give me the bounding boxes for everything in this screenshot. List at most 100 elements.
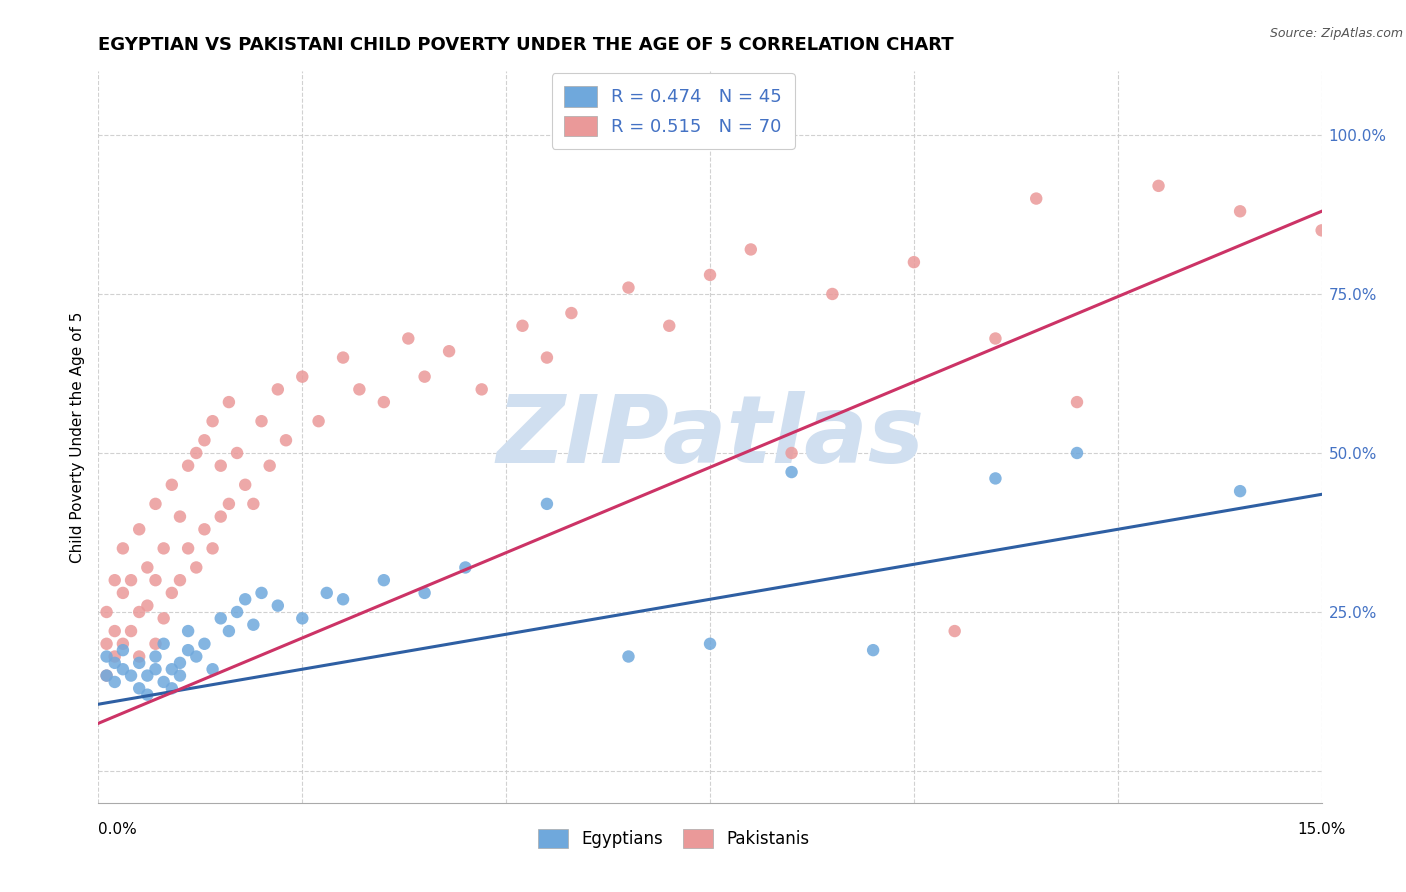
Point bbox=[821, 287, 844, 301]
Point bbox=[1066, 446, 1088, 460]
Point bbox=[658, 318, 681, 333]
Point bbox=[152, 541, 174, 556]
Point bbox=[152, 611, 174, 625]
Point bbox=[136, 668, 159, 682]
Point bbox=[218, 497, 240, 511]
Point bbox=[250, 414, 273, 428]
Point bbox=[145, 662, 167, 676]
Point bbox=[780, 465, 803, 479]
Point bbox=[96, 668, 118, 682]
Point bbox=[218, 395, 240, 409]
Point bbox=[145, 573, 167, 587]
Point bbox=[111, 541, 134, 556]
Point bbox=[128, 681, 150, 696]
Point bbox=[250, 586, 273, 600]
Point bbox=[128, 605, 150, 619]
Point bbox=[984, 331, 1007, 345]
Point bbox=[160, 477, 183, 491]
Point bbox=[332, 592, 354, 607]
Point bbox=[349, 383, 371, 397]
Point bbox=[291, 611, 314, 625]
Point bbox=[120, 624, 142, 638]
Point bbox=[186, 560, 208, 574]
Point bbox=[160, 586, 183, 600]
Point bbox=[145, 497, 167, 511]
Point bbox=[186, 446, 208, 460]
Point bbox=[209, 509, 232, 524]
Point bbox=[267, 599, 290, 613]
Point bbox=[233, 592, 256, 607]
Point bbox=[128, 522, 150, 536]
Point bbox=[201, 662, 224, 676]
Point bbox=[111, 586, 134, 600]
Point bbox=[1066, 395, 1088, 409]
Point bbox=[201, 414, 224, 428]
Y-axis label: Child Poverty Under the Age of 5: Child Poverty Under the Age of 5 bbox=[69, 311, 84, 563]
Point bbox=[943, 624, 966, 638]
Point bbox=[471, 383, 494, 397]
Point bbox=[160, 681, 183, 696]
Point bbox=[617, 280, 640, 294]
Text: 15.0%: 15.0% bbox=[1298, 822, 1346, 837]
Text: 0.0%: 0.0% bbox=[98, 822, 138, 837]
Point bbox=[437, 344, 460, 359]
Point bbox=[413, 369, 436, 384]
Point bbox=[104, 675, 127, 690]
Point bbox=[242, 617, 264, 632]
Point bbox=[152, 675, 174, 690]
Point bbox=[145, 637, 167, 651]
Point bbox=[413, 586, 436, 600]
Text: EGYPTIAN VS PAKISTANI CHILD POVERTY UNDER THE AGE OF 5 CORRELATION CHART: EGYPTIAN VS PAKISTANI CHILD POVERTY UNDE… bbox=[98, 36, 955, 54]
Point bbox=[315, 586, 337, 600]
Text: Source: ZipAtlas.com: Source: ZipAtlas.com bbox=[1270, 27, 1403, 40]
Point bbox=[226, 605, 249, 619]
Point bbox=[111, 662, 134, 676]
Point bbox=[226, 446, 249, 460]
Legend: Egyptians, Pakistanis: Egyptians, Pakistanis bbox=[529, 821, 817, 856]
Point bbox=[177, 624, 200, 638]
Point bbox=[242, 497, 264, 511]
Point bbox=[1147, 178, 1170, 193]
Point bbox=[111, 643, 134, 657]
Point bbox=[96, 668, 118, 682]
Point bbox=[169, 668, 191, 682]
Point bbox=[233, 477, 256, 491]
Point bbox=[454, 560, 477, 574]
Point bbox=[169, 509, 191, 524]
Point bbox=[396, 331, 419, 345]
Point bbox=[1229, 204, 1251, 219]
Point bbox=[177, 541, 200, 556]
Point bbox=[177, 643, 200, 657]
Point bbox=[1310, 223, 1333, 237]
Point bbox=[536, 497, 558, 511]
Point bbox=[308, 414, 330, 428]
Point bbox=[145, 649, 167, 664]
Point bbox=[136, 599, 159, 613]
Point bbox=[104, 624, 127, 638]
Point bbox=[96, 637, 118, 651]
Point bbox=[267, 383, 290, 397]
Point bbox=[209, 458, 232, 473]
Point bbox=[193, 637, 215, 651]
Point bbox=[160, 662, 183, 676]
Point bbox=[984, 471, 1007, 485]
Point bbox=[111, 637, 134, 651]
Point bbox=[136, 688, 159, 702]
Point bbox=[699, 637, 721, 651]
Point bbox=[96, 605, 118, 619]
Point bbox=[560, 306, 582, 320]
Point bbox=[699, 268, 721, 282]
Point bbox=[536, 351, 558, 365]
Point bbox=[104, 573, 127, 587]
Point bbox=[617, 649, 640, 664]
Point bbox=[218, 624, 240, 638]
Point bbox=[862, 643, 884, 657]
Point bbox=[128, 649, 150, 664]
Point bbox=[274, 434, 297, 448]
Point bbox=[291, 369, 314, 384]
Point bbox=[740, 243, 762, 257]
Point bbox=[169, 656, 191, 670]
Point bbox=[120, 573, 142, 587]
Point bbox=[104, 649, 127, 664]
Point bbox=[259, 458, 281, 473]
